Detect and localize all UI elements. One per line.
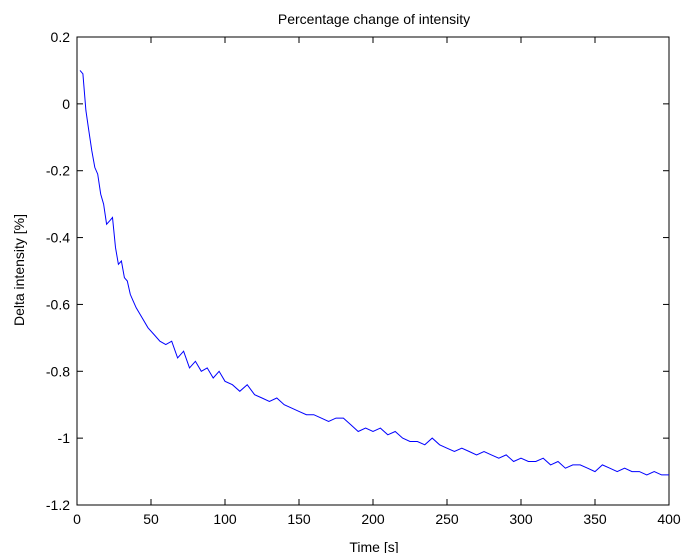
x-tick-label: 250	[435, 511, 459, 527]
plot-area: 0 50 100 150 200 250 300 350 400 0.2 0 -0.2 -0.4 -0.6…	[46, 29, 681, 527]
y-tick-label: -1.2	[46, 497, 70, 513]
y-tick-label: -0.2	[46, 163, 70, 179]
x-tick-label: 0	[73, 511, 81, 527]
chart-title: Percentage change of intensity	[278, 11, 470, 27]
axes-box	[76, 36, 670, 506]
x-tick-label: 350	[583, 511, 607, 527]
y-tick-label: 0.2	[51, 29, 71, 45]
x-tick-label: 100	[213, 511, 237, 527]
y-axis-label: Delta intensity [%]	[11, 214, 27, 326]
x-tick-label: 150	[287, 511, 311, 527]
x-tick-label: 200	[361, 511, 385, 527]
x-tick-label: 400	[657, 511, 681, 527]
x-axis-label: Time [s]	[349, 539, 398, 553]
y-tick-label: -0.4	[46, 230, 70, 246]
y-tick-label: -0.8	[46, 363, 70, 379]
y-tick-label: -0.6	[46, 296, 70, 312]
y-tick-label: 0	[62, 96, 70, 112]
series-line	[79, 70, 669, 476]
x-tick-label: 300	[509, 511, 533, 527]
x-tick-label: 50	[143, 511, 159, 527]
y-tick-label: -1	[58, 430, 71, 446]
